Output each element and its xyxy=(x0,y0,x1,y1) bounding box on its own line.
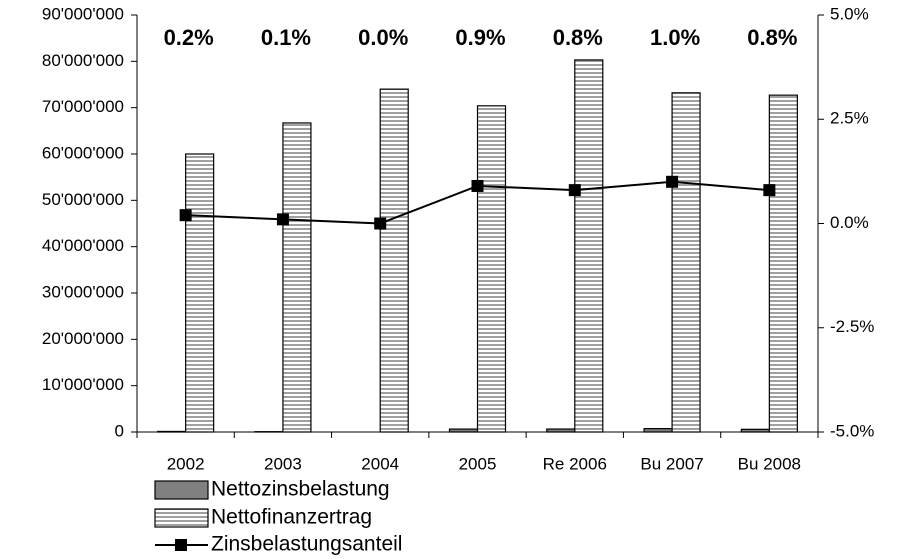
bar xyxy=(671,92,701,433)
bar xyxy=(574,59,604,433)
legend-label: Zinsbelastungsanteil xyxy=(211,533,402,556)
bar xyxy=(185,153,215,433)
legend-marker xyxy=(175,539,187,551)
bar xyxy=(643,428,673,433)
legend-label: Nettofinanzertrag xyxy=(211,506,372,529)
x-tick-label: 2002 xyxy=(167,454,205,473)
value-label: 0.0% xyxy=(358,25,408,50)
y2-tick-label: -5.0% xyxy=(830,421,874,440)
value-label: 0.2% xyxy=(164,25,214,50)
line-marker xyxy=(471,179,484,192)
bar xyxy=(379,88,409,433)
value-label: 0.1% xyxy=(261,25,311,50)
y-tick-label: 70'000'000 xyxy=(42,97,124,116)
y-tick-label: 10'000'000 xyxy=(42,375,124,394)
value-label: 0.9% xyxy=(455,25,505,50)
bar xyxy=(476,105,507,433)
y2-tick-label: -2.5% xyxy=(830,317,874,336)
y-tick-label: 20'000'000 xyxy=(42,329,124,348)
line-marker xyxy=(374,217,387,230)
y2-tick-label: 2.5% xyxy=(830,109,869,128)
x-tick-label: Re 2006 xyxy=(543,454,607,473)
legend-swatch xyxy=(154,508,209,528)
legend-swatch xyxy=(154,480,209,500)
bar xyxy=(768,94,798,433)
y-tick-label: 30'000'000 xyxy=(42,282,124,301)
line-marker xyxy=(179,209,192,222)
y2-tick-label: 5.0% xyxy=(830,4,869,23)
line-marker xyxy=(666,175,679,188)
value-label: 0.8% xyxy=(747,25,797,50)
x-tick-label: Bu 2008 xyxy=(738,454,801,473)
y-tick-label: 60'000'000 xyxy=(42,143,124,162)
y-tick-label: 80'000'000 xyxy=(42,51,124,70)
y-tick-label: 50'000'000 xyxy=(42,190,124,209)
bar xyxy=(282,122,312,433)
value-label: 0.8% xyxy=(553,25,603,50)
legend-label: Nettozinsbelastung xyxy=(211,478,390,501)
y-tick-label: 40'000'000 xyxy=(42,236,124,255)
x-tick-label: 2004 xyxy=(361,454,399,473)
y2-tick-label: 0.0% xyxy=(830,213,869,232)
line-marker xyxy=(568,184,581,197)
line-marker xyxy=(276,213,289,226)
y-tick-label: 0 xyxy=(115,421,124,440)
value-label: 1.0% xyxy=(650,25,700,50)
x-tick-label: Bu 2007 xyxy=(640,454,703,473)
x-tick-label: 2003 xyxy=(264,454,302,473)
y-tick-label: 90'000'000 xyxy=(42,4,124,23)
x-tick-label: 2005 xyxy=(459,454,497,473)
line-marker xyxy=(763,184,776,197)
